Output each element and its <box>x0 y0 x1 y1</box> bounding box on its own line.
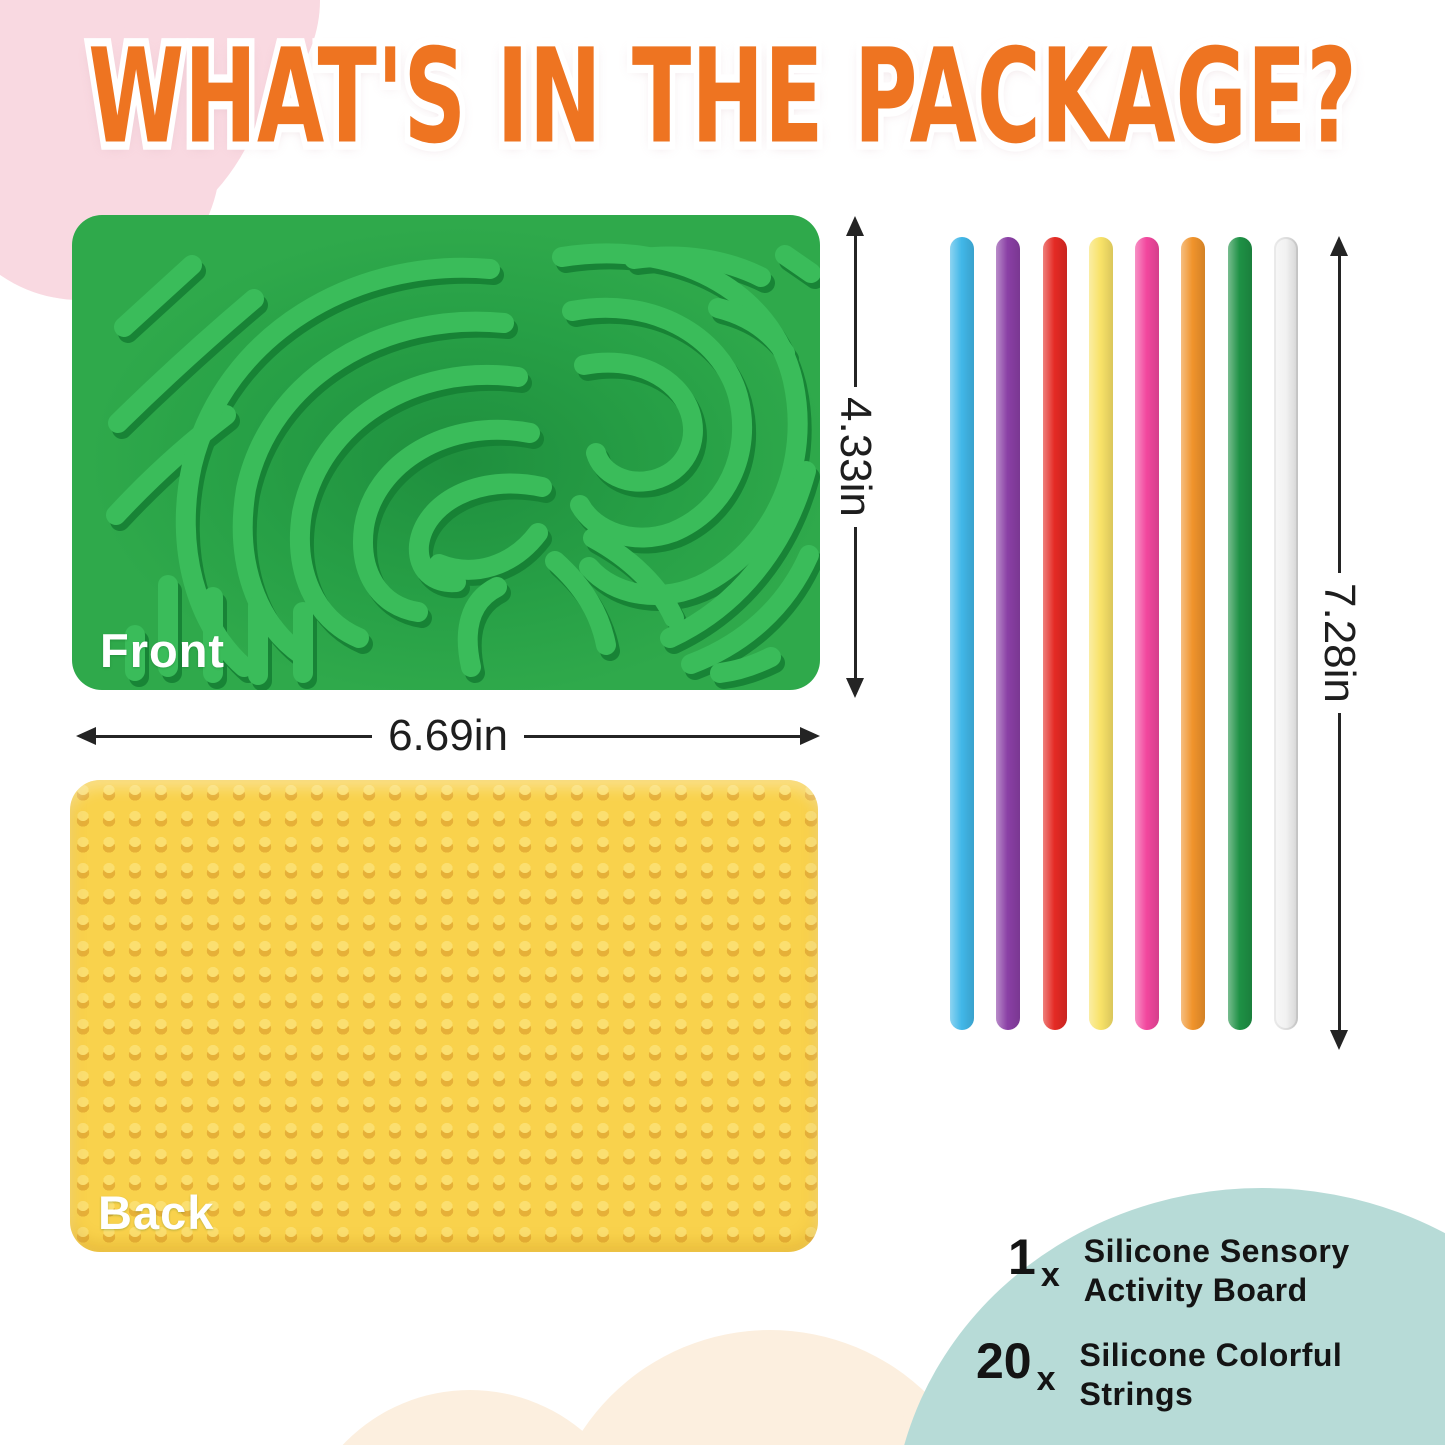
string-length-value: 7.28in <box>1315 583 1365 703</box>
string-6 <box>1181 237 1206 1030</box>
ridge-group <box>106 243 820 685</box>
string-4 <box>1088 237 1113 1030</box>
fingerprint-pattern <box>106 243 820 690</box>
board-width-value: 6.69in <box>388 710 508 760</box>
sensory-board-back: Back <box>70 780 818 1252</box>
arrowhead-down-icon <box>846 678 864 699</box>
dimension-line <box>1337 256 1341 574</box>
back-label: Back <box>98 1186 215 1239</box>
dimension-line <box>853 236 857 388</box>
arrowhead-down-icon <box>1330 1030 1348 1051</box>
label-strings: Silicone Colorful Strings <box>1079 1337 1343 1412</box>
page-title: WHAT'S IN THE PACKAGE? <box>0 31 1445 162</box>
label-board: Silicone Sensory Activity Board <box>1083 1233 1350 1308</box>
string-3 <box>1042 237 1067 1030</box>
dimension-board-width: 6.69in <box>76 710 821 760</box>
board-height-value: 4.33in <box>831 397 881 517</box>
contents-row-strings: 20 x Silicone Colorful Strings <box>976 1336 1342 1414</box>
string-5 <box>1135 237 1160 1030</box>
string-1 <box>950 237 974 1030</box>
sensory-board-front: Front <box>72 215 820 690</box>
dimension-line <box>1337 712 1341 1031</box>
dimension-line <box>853 526 857 679</box>
silicone-strings-group <box>950 237 1298 1030</box>
dimension-line <box>96 734 373 738</box>
string-2 <box>996 237 1021 1030</box>
arrowhead-up-icon <box>1330 236 1348 256</box>
dimension-string-length: 7.28in <box>1291 236 1387 1051</box>
arrowhead-right-icon <box>800 727 821 745</box>
arrowhead-up-icon <box>846 216 864 236</box>
arrowhead-left-icon <box>76 727 96 745</box>
count-strings: 20 x <box>976 1333 1056 1398</box>
front-label: Front <box>100 624 226 677</box>
string-8 <box>1273 237 1298 1030</box>
dimension-board-height: 4.33in <box>807 216 903 699</box>
dimension-line <box>523 734 801 738</box>
string-7 <box>1227 237 1252 1030</box>
